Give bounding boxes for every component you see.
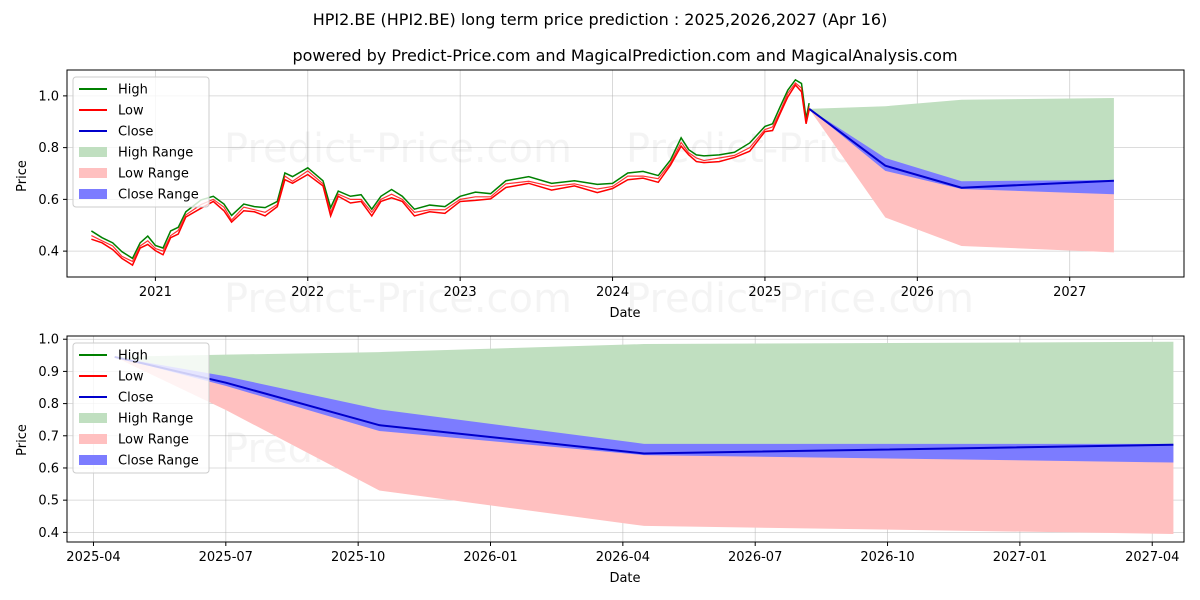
bot-y-tick-label: 0.9 — [38, 365, 59, 380]
top-legend-swatch-patch — [79, 147, 107, 157]
bot-y-tick-label: 0.5 — [38, 494, 59, 509]
chart-title: HPI2.BE (HPI2.BE) long term price predic… — [313, 10, 888, 29]
bot-legend-label: High — [118, 349, 148, 364]
top-legend-label: Low — [118, 104, 144, 119]
top-close-history-line — [91, 82, 810, 263]
top-legend: High Low Close High Range Low Range Close Ran… — [72, 76, 210, 208]
bot-y-tick-label: 0.7 — [38, 429, 59, 444]
top-close-range-band — [809, 108, 1114, 195]
top-close-forecast-line — [808, 108, 1114, 189]
bot-x-tick-label: 2026-10 — [860, 550, 914, 565]
bot-y-tick-label: 0.4 — [38, 526, 59, 541]
top-x-axis-label: Date — [609, 306, 640, 321]
bottom-axes-frame — [66, 335, 1185, 543]
bot-legend-swatch-patch — [79, 434, 107, 444]
top-legend-label: Close — [118, 125, 153, 140]
top-legend-swatch-patch — [79, 168, 107, 178]
top-high-line — [90, 78, 810, 260]
bot-x-tick-label: 2026-01 — [463, 550, 517, 565]
top-legend-swatch-patch — [79, 189, 107, 199]
top-y-tick-label: 1.0 — [38, 89, 59, 104]
top-x-tick-label: 2026 — [901, 285, 934, 300]
bot-x-tick-label: 2025-07 — [199, 550, 253, 565]
top-legend-label: High — [118, 83, 148, 98]
bot-y-tick-label: 1.0 — [38, 333, 59, 348]
bottom-y-axis-label: Price — [15, 424, 30, 456]
bot-x-tick-label: 2027-01 — [993, 550, 1047, 565]
bot-x-tick-label: 2026-07 — [728, 550, 782, 565]
top-x-ticks: 2021 2022 2023 2024 2025 2026 2027 — [139, 277, 1086, 300]
top-x-tick-label: 2021 — [139, 285, 172, 300]
top-chart: Predict-Price.com Predict-Price.com Pred… — [15, 69, 1185, 322]
bot-legend-label: Close Range — [118, 454, 199, 469]
bot-x-tick-label: 2025-10 — [331, 550, 385, 565]
top-watermark-4: Predict-Price.com — [626, 276, 974, 322]
bot-low-range-band — [114, 356, 1174, 534]
bot-y-tick-label: 0.8 — [38, 397, 59, 412]
top-axes-frame — [66, 69, 1185, 278]
bot-legend-label: Close — [118, 391, 153, 406]
top-legend-label: Close Range — [118, 188, 199, 203]
bottom-y-ticks: 0.4 0.5 0.6 0.7 0.8 0.9 1.0 — [38, 333, 67, 541]
top-x-tick-label: 2022 — [291, 285, 324, 300]
top-y-ticks: 0.4 0.6 0.8 1.0 — [38, 89, 67, 260]
top-legend-label: High Range — [118, 146, 193, 161]
bottom-plot-area — [114, 341, 1174, 534]
bot-legend-label: High Range — [118, 412, 193, 427]
bot-x-tick-label: 2027-04 — [1125, 550, 1179, 565]
bot-x-tick-label: 2026-04 — [596, 550, 650, 565]
bot-legend-label: Low — [118, 370, 144, 385]
bottom-x-axis-label: Date — [609, 571, 640, 586]
top-legend-label: Low Range — [118, 167, 189, 182]
top-x-tick-label: 2027 — [1053, 285, 1086, 300]
top-x-tick-label: 2025 — [748, 285, 781, 300]
top-x-tick-label: 2023 — [444, 285, 477, 300]
chart-subtitle: powered by Predict-Price.com and Magical… — [292, 46, 957, 65]
bottom-x-ticks: 2025-04 2025-07 2025-10 2026-01 2026-04 2026-… — [66, 542, 1179, 565]
bot-y-tick-label: 0.6 — [38, 461, 59, 476]
bot-legend-swatch-patch — [79, 413, 107, 423]
top-y-tick-label: 0.4 — [38, 245, 59, 260]
top-low-range-band — [809, 108, 1114, 253]
bottom-chart: Predict-Price.com Predict-Price.com 2025… — [15, 333, 1185, 586]
top-watermark-3: Predict-Price.com — [224, 276, 572, 322]
bot-x-tick-label: 2025-04 — [66, 550, 120, 565]
top-low-line — [91, 83, 810, 267]
top-watermark-1: Predict-Price.com — [224, 126, 572, 172]
top-y-axis-label: Price — [15, 160, 30, 192]
top-x-tick-label: 2024 — [596, 285, 629, 300]
top-plot-area — [90, 78, 1114, 267]
top-y-tick-label: 0.6 — [38, 193, 59, 208]
bot-high-range-band — [114, 341, 1174, 454]
bot-legend-swatch-patch — [79, 455, 107, 465]
top-y-tick-label: 0.8 — [38, 141, 59, 156]
bottom-legend: High Low Close High Range Low Range Close Ran… — [72, 342, 210, 474]
bot-legend-label: Low Range — [118, 433, 189, 448]
